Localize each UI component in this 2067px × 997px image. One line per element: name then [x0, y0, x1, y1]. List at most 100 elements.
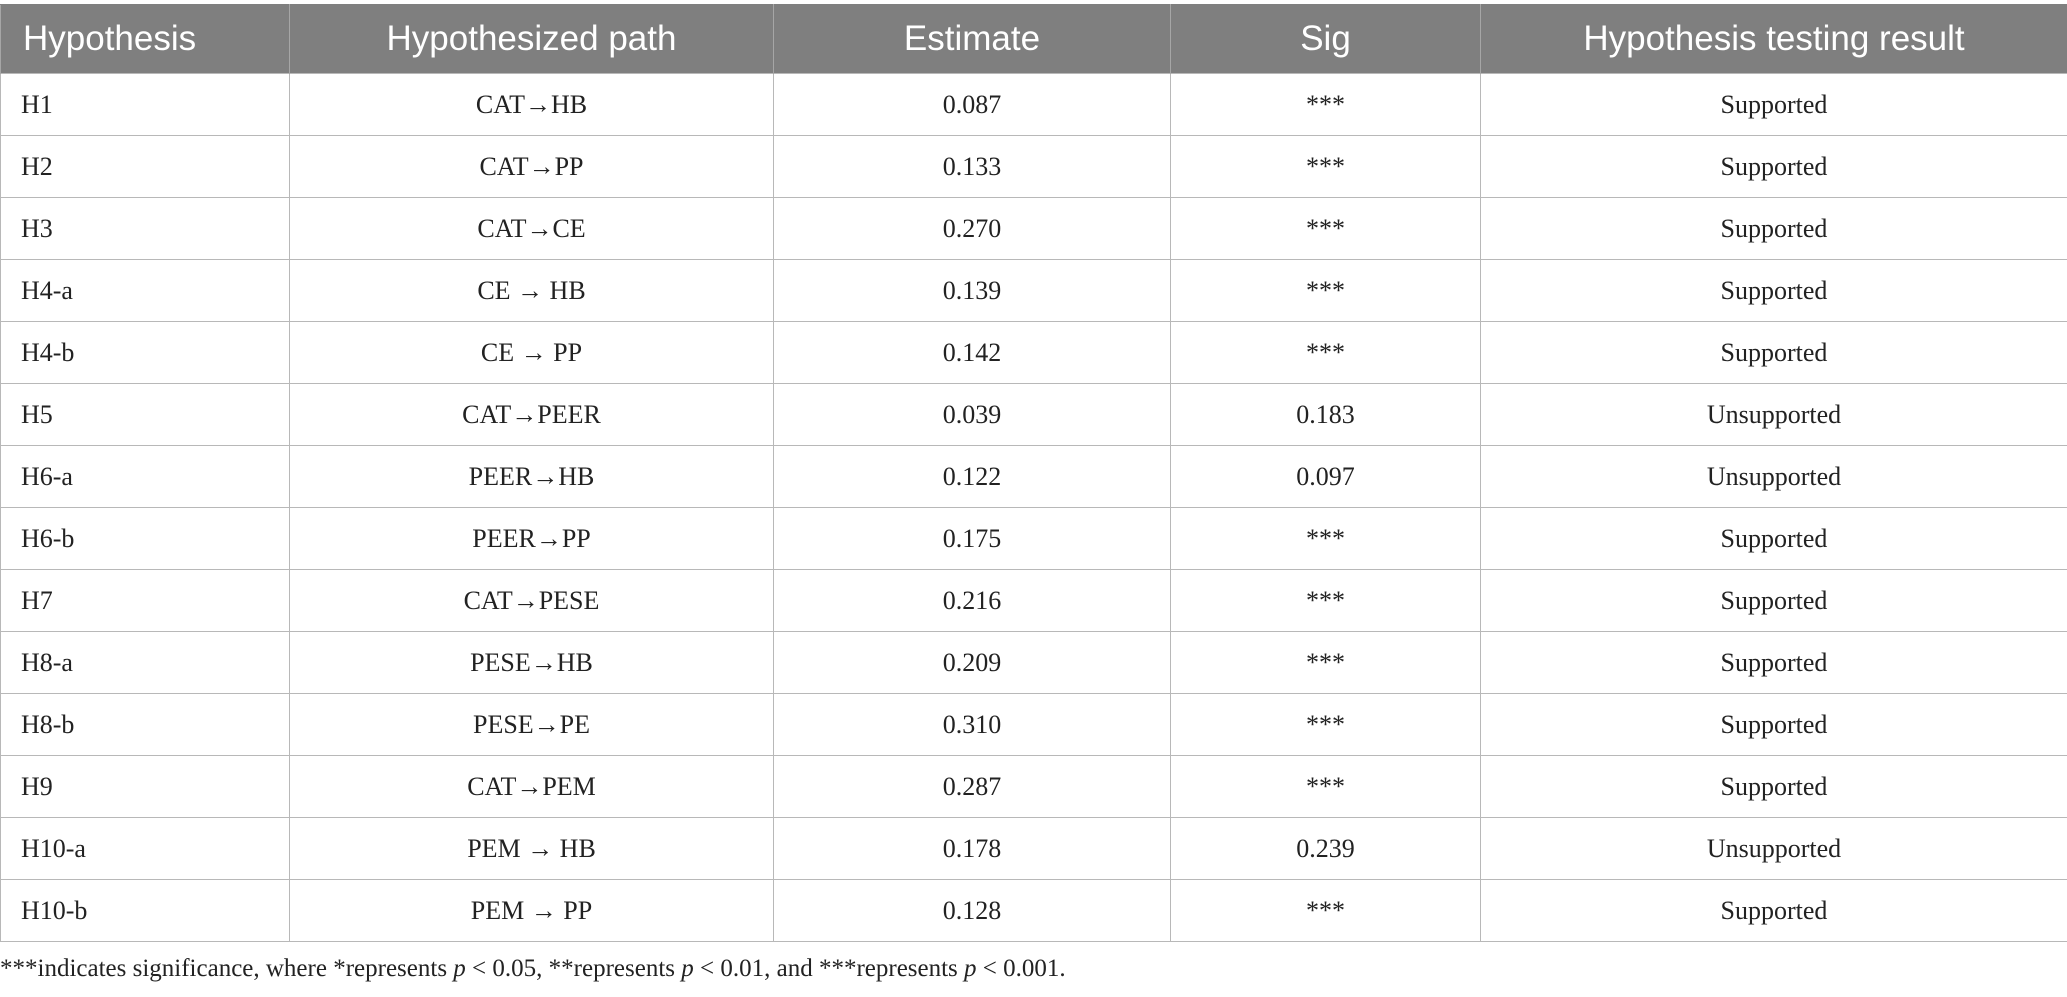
cell-estimate: 0.039	[773, 383, 1171, 446]
table-row: H3 CAT→CE 0.270 *** Supported	[0, 197, 2067, 260]
cell-path: PEER→PP	[289, 507, 774, 570]
cell-result: Supported	[1480, 135, 2067, 198]
cell-hypothesis: H5	[0, 383, 290, 446]
cell-estimate: 0.178	[773, 817, 1171, 880]
cell-result: Supported	[1480, 693, 2067, 756]
table-row: H8-b PESE→PE 0.310 *** Supported	[0, 693, 2067, 756]
cell-hypothesis: H3	[0, 197, 290, 260]
cell-hypothesis: H7	[0, 569, 290, 632]
cell-hypothesis: H4-b	[0, 321, 290, 384]
cell-sig: ***	[1170, 507, 1481, 570]
cell-sig: ***	[1170, 73, 1481, 136]
cell-result: Unsupported	[1480, 383, 2067, 446]
cell-path: PESE→HB	[289, 631, 774, 694]
footnote-text: < 0.05, **represents	[465, 955, 682, 982]
cell-result: Supported	[1480, 755, 2067, 818]
cell-sig: ***	[1170, 321, 1481, 384]
table-row: H4-a CE → HB 0.139 *** Supported	[0, 259, 2067, 322]
cell-hypothesis: H4-a	[0, 259, 290, 322]
cell-result: Supported	[1480, 879, 2067, 942]
cell-result: Unsupported	[1480, 445, 2067, 508]
cell-path: PEER→HB	[289, 445, 774, 508]
cell-sig: ***	[1170, 197, 1481, 260]
table-footnote: ***indicates significance, where *repres…	[0, 955, 1066, 983]
table-row: H2 CAT→PP 0.133 *** Supported	[0, 135, 2067, 198]
cell-hypothesis: H9	[0, 755, 290, 818]
cell-path: PEM → HB	[289, 817, 774, 880]
table-row: H1 CAT→HB 0.087 *** Supported	[0, 73, 2067, 136]
header-testing-result: Hypothesis testing result	[1480, 4, 2067, 74]
cell-sig: ***	[1170, 879, 1481, 942]
cell-hypothesis: H10-a	[0, 817, 290, 880]
cell-path: CE → PP	[289, 321, 774, 384]
cell-path: CAT→PP	[289, 135, 774, 198]
footnote-p-symbol: p	[681, 955, 694, 982]
cell-result: Supported	[1480, 321, 2067, 384]
footnote-text: ***indicates significance, where *repres…	[0, 955, 454, 982]
table-row: H7 CAT→PESE 0.216 *** Supported	[0, 569, 2067, 632]
table-row: H5 CAT→PEER 0.039 0.183 Unsupported	[0, 383, 2067, 446]
header-sig: Sig	[1170, 4, 1481, 74]
cell-estimate: 0.133	[773, 135, 1171, 198]
header-estimate: Estimate	[773, 4, 1171, 74]
cell-estimate: 0.087	[773, 73, 1171, 136]
cell-hypothesis: H6-a	[0, 445, 290, 508]
cell-estimate: 0.270	[773, 197, 1171, 260]
cell-hypothesis: H10-b	[0, 879, 290, 942]
cell-path: CAT→PEM	[289, 755, 774, 818]
cell-result: Supported	[1480, 73, 2067, 136]
table-row: H8-a PESE→HB 0.209 *** Supported	[0, 631, 2067, 694]
cell-result: Supported	[1480, 259, 2067, 322]
cell-path: CAT→PEER	[289, 383, 774, 446]
cell-sig: ***	[1170, 259, 1481, 322]
cell-sig: ***	[1170, 569, 1481, 632]
cell-result: Supported	[1480, 197, 2067, 260]
cell-path: PESE→PE	[289, 693, 774, 756]
table-header-row: Hypothesis Hypothesized path Estimate Si…	[0, 4, 2067, 74]
footnote-text: < 0.001.	[976, 955, 1066, 982]
cell-sig: ***	[1170, 693, 1481, 756]
cell-sig: ***	[1170, 135, 1481, 198]
footnote-p-symbol: p	[964, 955, 977, 982]
footnote-p-symbol: p	[453, 955, 466, 982]
table-row: H10-a PEM → HB 0.178 0.239 Unsupported	[0, 817, 2067, 880]
cell-result: Unsupported	[1480, 817, 2067, 880]
table-row: H10-b PEM → PP 0.128 *** Supported	[0, 879, 2067, 942]
cell-estimate: 0.128	[773, 879, 1171, 942]
cell-estimate: 0.142	[773, 321, 1171, 384]
cell-result: Supported	[1480, 507, 2067, 570]
cell-sig: 0.239	[1170, 817, 1481, 880]
cell-sig: ***	[1170, 755, 1481, 818]
cell-result: Supported	[1480, 631, 2067, 694]
cell-estimate: 0.216	[773, 569, 1171, 632]
cell-estimate: 0.209	[773, 631, 1171, 694]
cell-hypothesis: H6-b	[0, 507, 290, 570]
header-hypothesized-path: Hypothesized path	[289, 4, 774, 74]
cell-path: CAT→PESE	[289, 569, 774, 632]
hypothesis-results-table: Hypothesis Hypothesized path Estimate Si…	[0, 4, 2067, 942]
cell-hypothesis: H2	[0, 135, 290, 198]
cell-estimate: 0.175	[773, 507, 1171, 570]
results-table-container: Hypothesis Hypothesized path Estimate Si…	[0, 4, 2067, 942]
cell-path: PEM → PP	[289, 879, 774, 942]
cell-estimate: 0.122	[773, 445, 1171, 508]
cell-result: Supported	[1480, 569, 2067, 632]
cell-estimate: 0.139	[773, 259, 1171, 322]
table-row: H6-a PEER→HB 0.122 0.097 Unsupported	[0, 445, 2067, 508]
footnote-text: < 0.01, and ***represents	[693, 955, 965, 982]
cell-path: CE → HB	[289, 259, 774, 322]
cell-hypothesis: H1	[0, 73, 290, 136]
cell-sig: 0.183	[1170, 383, 1481, 446]
cell-estimate: 0.310	[773, 693, 1171, 756]
cell-path: CAT→CE	[289, 197, 774, 260]
cell-sig: 0.097	[1170, 445, 1481, 508]
cell-sig: ***	[1170, 631, 1481, 694]
header-hypothesis: Hypothesis	[0, 4, 290, 74]
cell-hypothesis: H8-b	[0, 693, 290, 756]
cell-path: CAT→HB	[289, 73, 774, 136]
cell-estimate: 0.287	[773, 755, 1171, 818]
table-row: H6-b PEER→PP 0.175 *** Supported	[0, 507, 2067, 570]
cell-hypothesis: H8-a	[0, 631, 290, 694]
table-row: H4-b CE → PP 0.142 *** Supported	[0, 321, 2067, 384]
table-row: H9 CAT→PEM 0.287 *** Supported	[0, 755, 2067, 818]
